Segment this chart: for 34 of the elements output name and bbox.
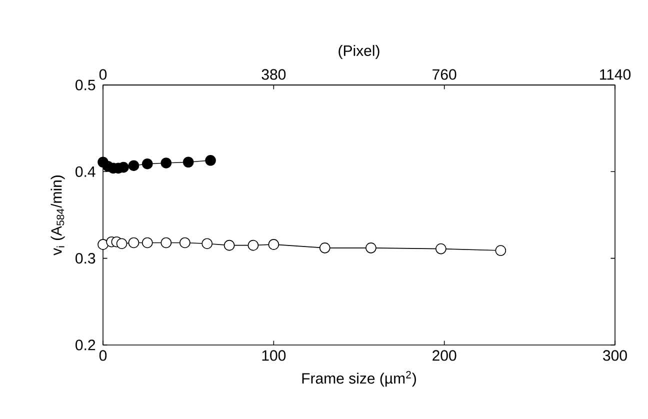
point (319, 242, 330, 254)
x2-axis-title: (Pixel) (338, 44, 380, 59)
point (128, 237, 140, 248)
x-tick-label: 200 (432, 350, 456, 361)
point (205, 154, 216, 166)
x-axis-title: Frame size (µm$^{2}$) (302, 371, 416, 387)
point (224, 240, 235, 251)
point (160, 237, 172, 248)
point (128, 160, 140, 171)
point (180, 237, 190, 248)
x-tick-label: 100 (262, 350, 286, 361)
y-tick-label: 0.4 (76, 166, 96, 177)
y-tick-label: 0.5 (76, 80, 96, 90)
point (248, 240, 259, 251)
y-axis-title: v$_{i}$ (A$_{584}$/min) (50, 176, 65, 256)
point (160, 158, 172, 168)
point (495, 245, 506, 256)
point (436, 243, 446, 254)
point (202, 238, 213, 249)
y-tick-label: 0.3 (76, 253, 96, 264)
x2-tick-label: 1140 (600, 69, 631, 80)
point (142, 237, 153, 248)
point (98, 239, 108, 250)
point (366, 242, 376, 254)
point (116, 238, 128, 249)
point (268, 239, 280, 250)
point (182, 156, 194, 168)
x2-tick-label: 760 (432, 69, 456, 80)
x2-tick-label: 0 (99, 69, 107, 80)
point (142, 158, 153, 170)
x-tick-label: 0 (99, 350, 107, 361)
y-tick-label: 0.2 (76, 340, 96, 350)
x2-tick-label: 380 (262, 69, 286, 80)
x-tick-label: 300 (603, 350, 627, 361)
